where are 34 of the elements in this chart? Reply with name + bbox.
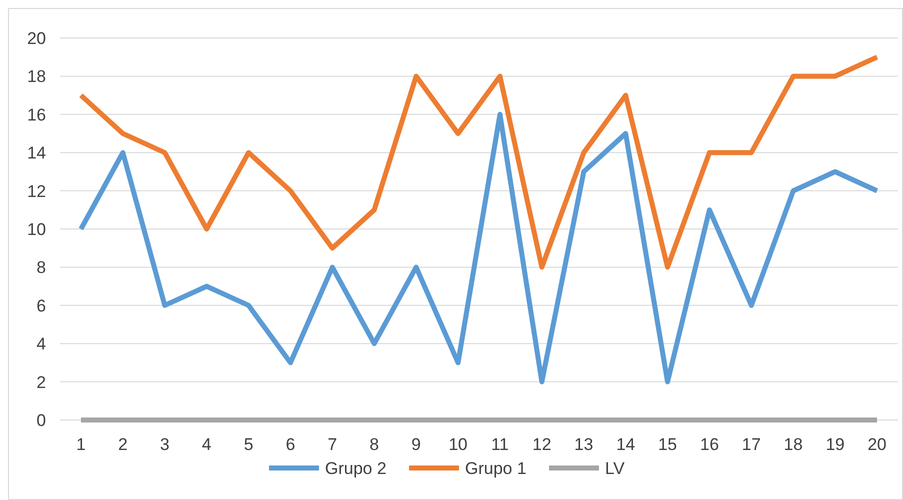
legend-label: Grupo 2 [325, 458, 386, 478]
legend-label: LV [605, 458, 626, 478]
y-tick-label: 10 [27, 220, 46, 239]
y-tick-label: 2 [36, 372, 46, 392]
y-tick-label: 8 [36, 258, 46, 278]
x-tick-label: 1 [76, 435, 86, 454]
y-tick-label: 18 [27, 67, 46, 86]
y-tick-label: 20 [27, 28, 46, 48]
y-tick-label: 14 [27, 144, 46, 163]
y-tick-label: 6 [36, 296, 46, 316]
x-tick-label: 7 [328, 435, 338, 454]
x-tick-label: 3 [160, 435, 170, 454]
x-tick-label: 18 [784, 435, 803, 454]
y-tick-label: 4 [36, 334, 46, 354]
x-tick-label: 6 [286, 435, 296, 454]
x-tick-label: 2 [118, 435, 128, 454]
x-tick-label: 12 [532, 435, 552, 454]
x-tick-label: 10 [448, 435, 468, 454]
x-tick-label: 11 [491, 435, 509, 454]
legend-label: Grupo 1 [465, 458, 526, 478]
x-tick-label: 9 [411, 435, 421, 454]
x-tick-label: 5 [244, 435, 254, 454]
x-tick-label: 4 [202, 435, 212, 454]
x-tick-label: 15 [658, 435, 678, 454]
x-tick-label: 20 [868, 435, 887, 454]
x-tick-label: 16 [700, 435, 719, 454]
x-tick-label: 19 [826, 435, 845, 454]
x-tick-label: 13 [574, 435, 594, 454]
x-tick-label: 14 [616, 435, 636, 454]
y-tick-label: 16 [27, 105, 46, 124]
x-tick-label: 17 [742, 435, 761, 454]
y-tick-label: 12 [27, 182, 46, 201]
y-tick-label: 0 [36, 410, 46, 430]
x-tick-label: 8 [370, 435, 379, 454]
